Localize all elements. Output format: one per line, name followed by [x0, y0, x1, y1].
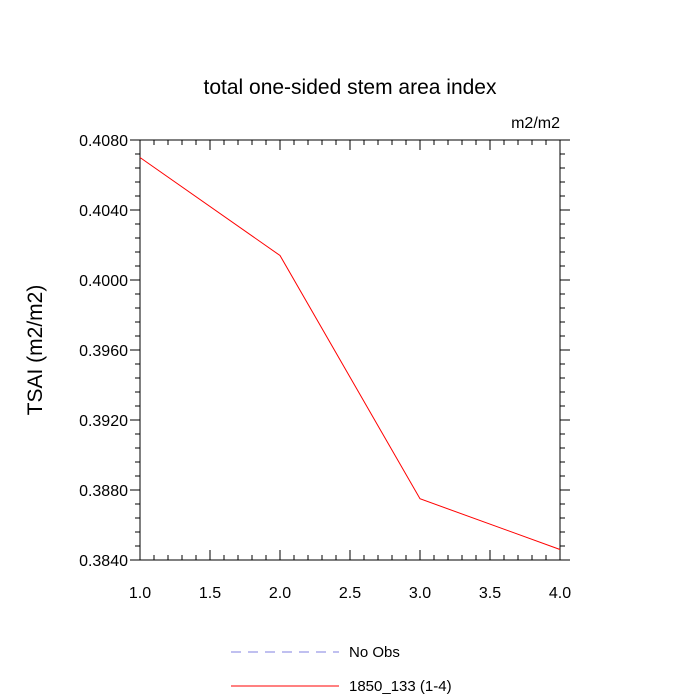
x-tick-labels: 1.0 1.5 2.0 2.5 3.0 3.5 4.0	[129, 585, 571, 602]
y-tick-labels: 0.3840 0.3880 0.3920 0.3960 0.4000 0.4040 0.40…	[79, 133, 128, 570]
x-tick-label: 3.0	[409, 585, 431, 602]
y-tick-label: 0.4040	[79, 203, 128, 220]
y-axis-label: TSAI (m2/m2)	[24, 285, 47, 416]
y-tick-label: 0.3960	[79, 343, 128, 360]
y-tick-label: 0.4080	[79, 133, 128, 150]
chart-title: total one-sided stem area index	[203, 76, 497, 99]
x-tick-label: 1.5	[199, 585, 221, 602]
legend-label-1: 1850_133 (1-4)	[349, 678, 452, 695]
legend: No Obs 1850_133 (1-4)	[231, 644, 452, 695]
axis-ticks	[130, 139, 570, 561]
x-tick-label: 2.0	[269, 585, 291, 602]
y-tick-label: 0.3840	[79, 553, 128, 570]
series-lines	[139, 157, 561, 550]
plot-frame	[139, 139, 561, 561]
y-tick-label: 0.3880	[79, 483, 128, 500]
units-label: m2/m2	[511, 115, 560, 132]
series-line-1	[139, 157, 561, 550]
y-tick-label: 0.4000	[79, 273, 128, 290]
x-tick-label: 3.5	[479, 585, 501, 602]
x-tick-label: 1.0	[129, 585, 151, 602]
x-tick-label: 2.5	[339, 585, 361, 602]
x-tick-label: 4.0	[549, 585, 571, 602]
y-tick-label: 0.3920	[79, 413, 128, 430]
legend-label-0: No Obs	[349, 644, 400, 661]
